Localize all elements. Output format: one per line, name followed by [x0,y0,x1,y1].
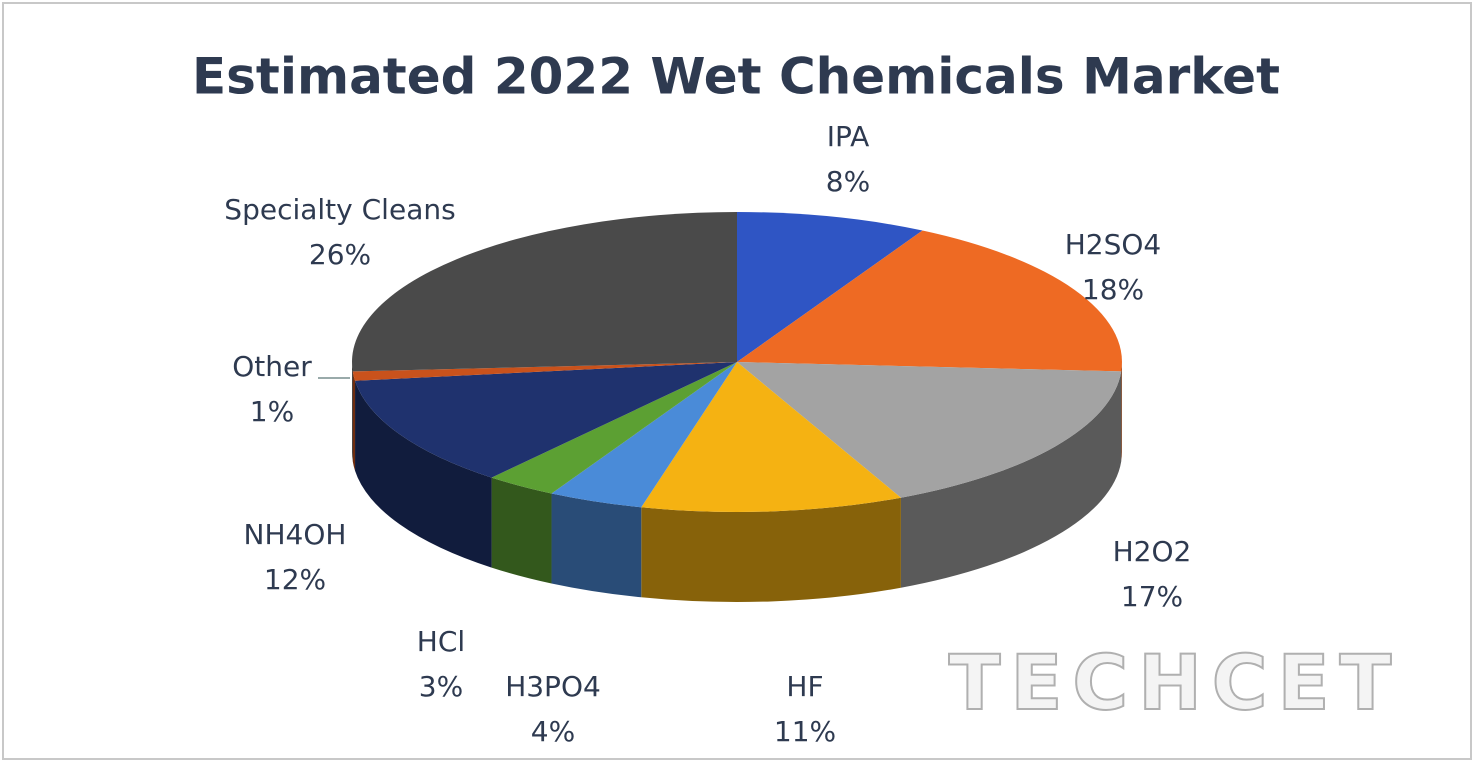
value-label: 11% [774,715,836,748]
watermark: TECHCET [949,638,1402,727]
slice [491,362,737,494]
slice-side [641,497,901,602]
value-label: 4% [531,715,575,748]
pie-sides [352,362,1123,602]
slice [352,362,737,381]
value-label: 1% [250,395,294,428]
slice-side [491,477,552,584]
pie-tops [352,212,1122,512]
slice-side [352,362,353,462]
slice [737,212,923,362]
slice-label: NH4OH [244,518,347,551]
slice-side [900,371,1122,588]
slice-label: H2SO4 [1065,228,1162,261]
slice-label: Specialty Cleans [224,193,455,226]
value-label: 26% [309,238,371,271]
slice [737,230,1122,372]
slice-side [1121,362,1123,462]
slice-label: HCl [417,625,465,658]
pie [352,212,1123,602]
slice [641,362,901,512]
value-label: 12% [264,563,326,596]
slice [355,362,737,478]
slice-side [352,371,356,471]
value-label: 8% [826,165,870,198]
slice-label: HF [786,670,823,703]
value-label: 18% [1082,273,1144,306]
slice [551,362,737,508]
slice-label: H2O2 [1113,535,1192,568]
slice [737,362,1122,498]
slice-label: IPA [827,120,870,153]
slice-side [355,380,492,568]
chart-title: Estimated 2022 Wet Chemicals Market [192,48,1280,106]
slice [352,212,737,372]
slice-label: H3PO4 [505,670,601,703]
slice-side [551,493,642,598]
value-label: 3% [419,670,463,703]
value-label: 17% [1121,580,1183,613]
slice-label: Other [232,350,312,383]
